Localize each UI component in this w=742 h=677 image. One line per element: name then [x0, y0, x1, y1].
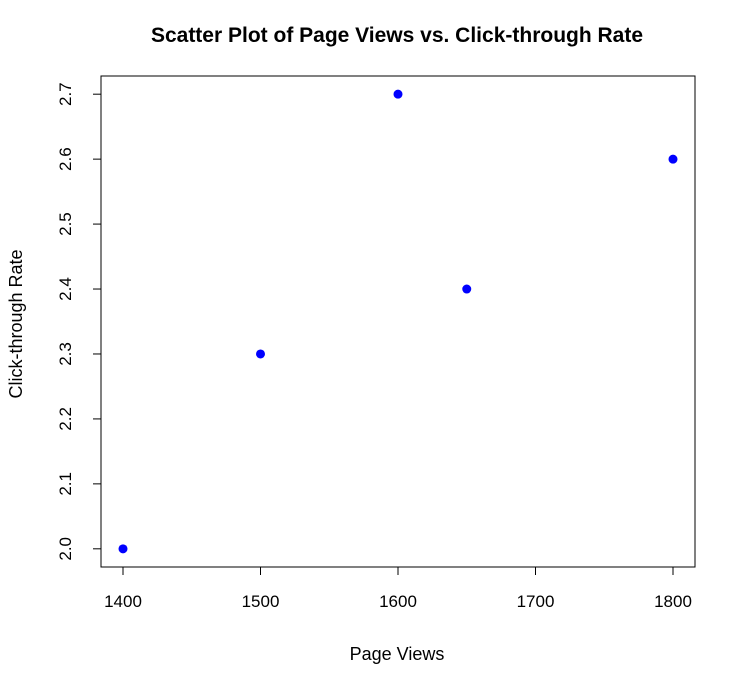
- data-point: [668, 154, 678, 164]
- y-tick-label: 2.7: [56, 82, 75, 106]
- x-axis-label: Page Views: [350, 644, 445, 664]
- y-axis: 2.0 2.1 2.2 2.3 2.4 2.5 2.6 2.7: [56, 82, 101, 561]
- x-tick-label: 1600: [379, 592, 417, 611]
- y-tick-label: 2.0: [56, 537, 75, 561]
- chart-title: Scatter Plot of Page Views vs. Click-thr…: [151, 24, 643, 47]
- data-points: [118, 89, 678, 554]
- x-tick-label: 1400: [104, 592, 142, 611]
- data-point: [462, 284, 472, 294]
- x-tick-label: 1800: [654, 592, 692, 611]
- y-tick-label: 2.1: [56, 472, 75, 496]
- data-point: [393, 89, 403, 99]
- y-tick-label: 2.4: [56, 277, 75, 301]
- x-axis: 1400 1500 1600 1700 1800: [104, 567, 692, 611]
- x-tick-label: 1700: [517, 592, 555, 611]
- y-tick-label: 2.5: [56, 212, 75, 236]
- data-point: [256, 349, 265, 359]
- y-tick-label: 2.2: [56, 407, 75, 431]
- x-tick-label: 1500: [242, 592, 280, 611]
- data-point: [118, 544, 128, 554]
- y-tick-label: 2.3: [56, 342, 75, 366]
- plot-frame: [100, 75, 696, 568]
- y-axis-label: Click-through Rate: [6, 249, 26, 398]
- y-tick-label: 2.6: [56, 147, 75, 171]
